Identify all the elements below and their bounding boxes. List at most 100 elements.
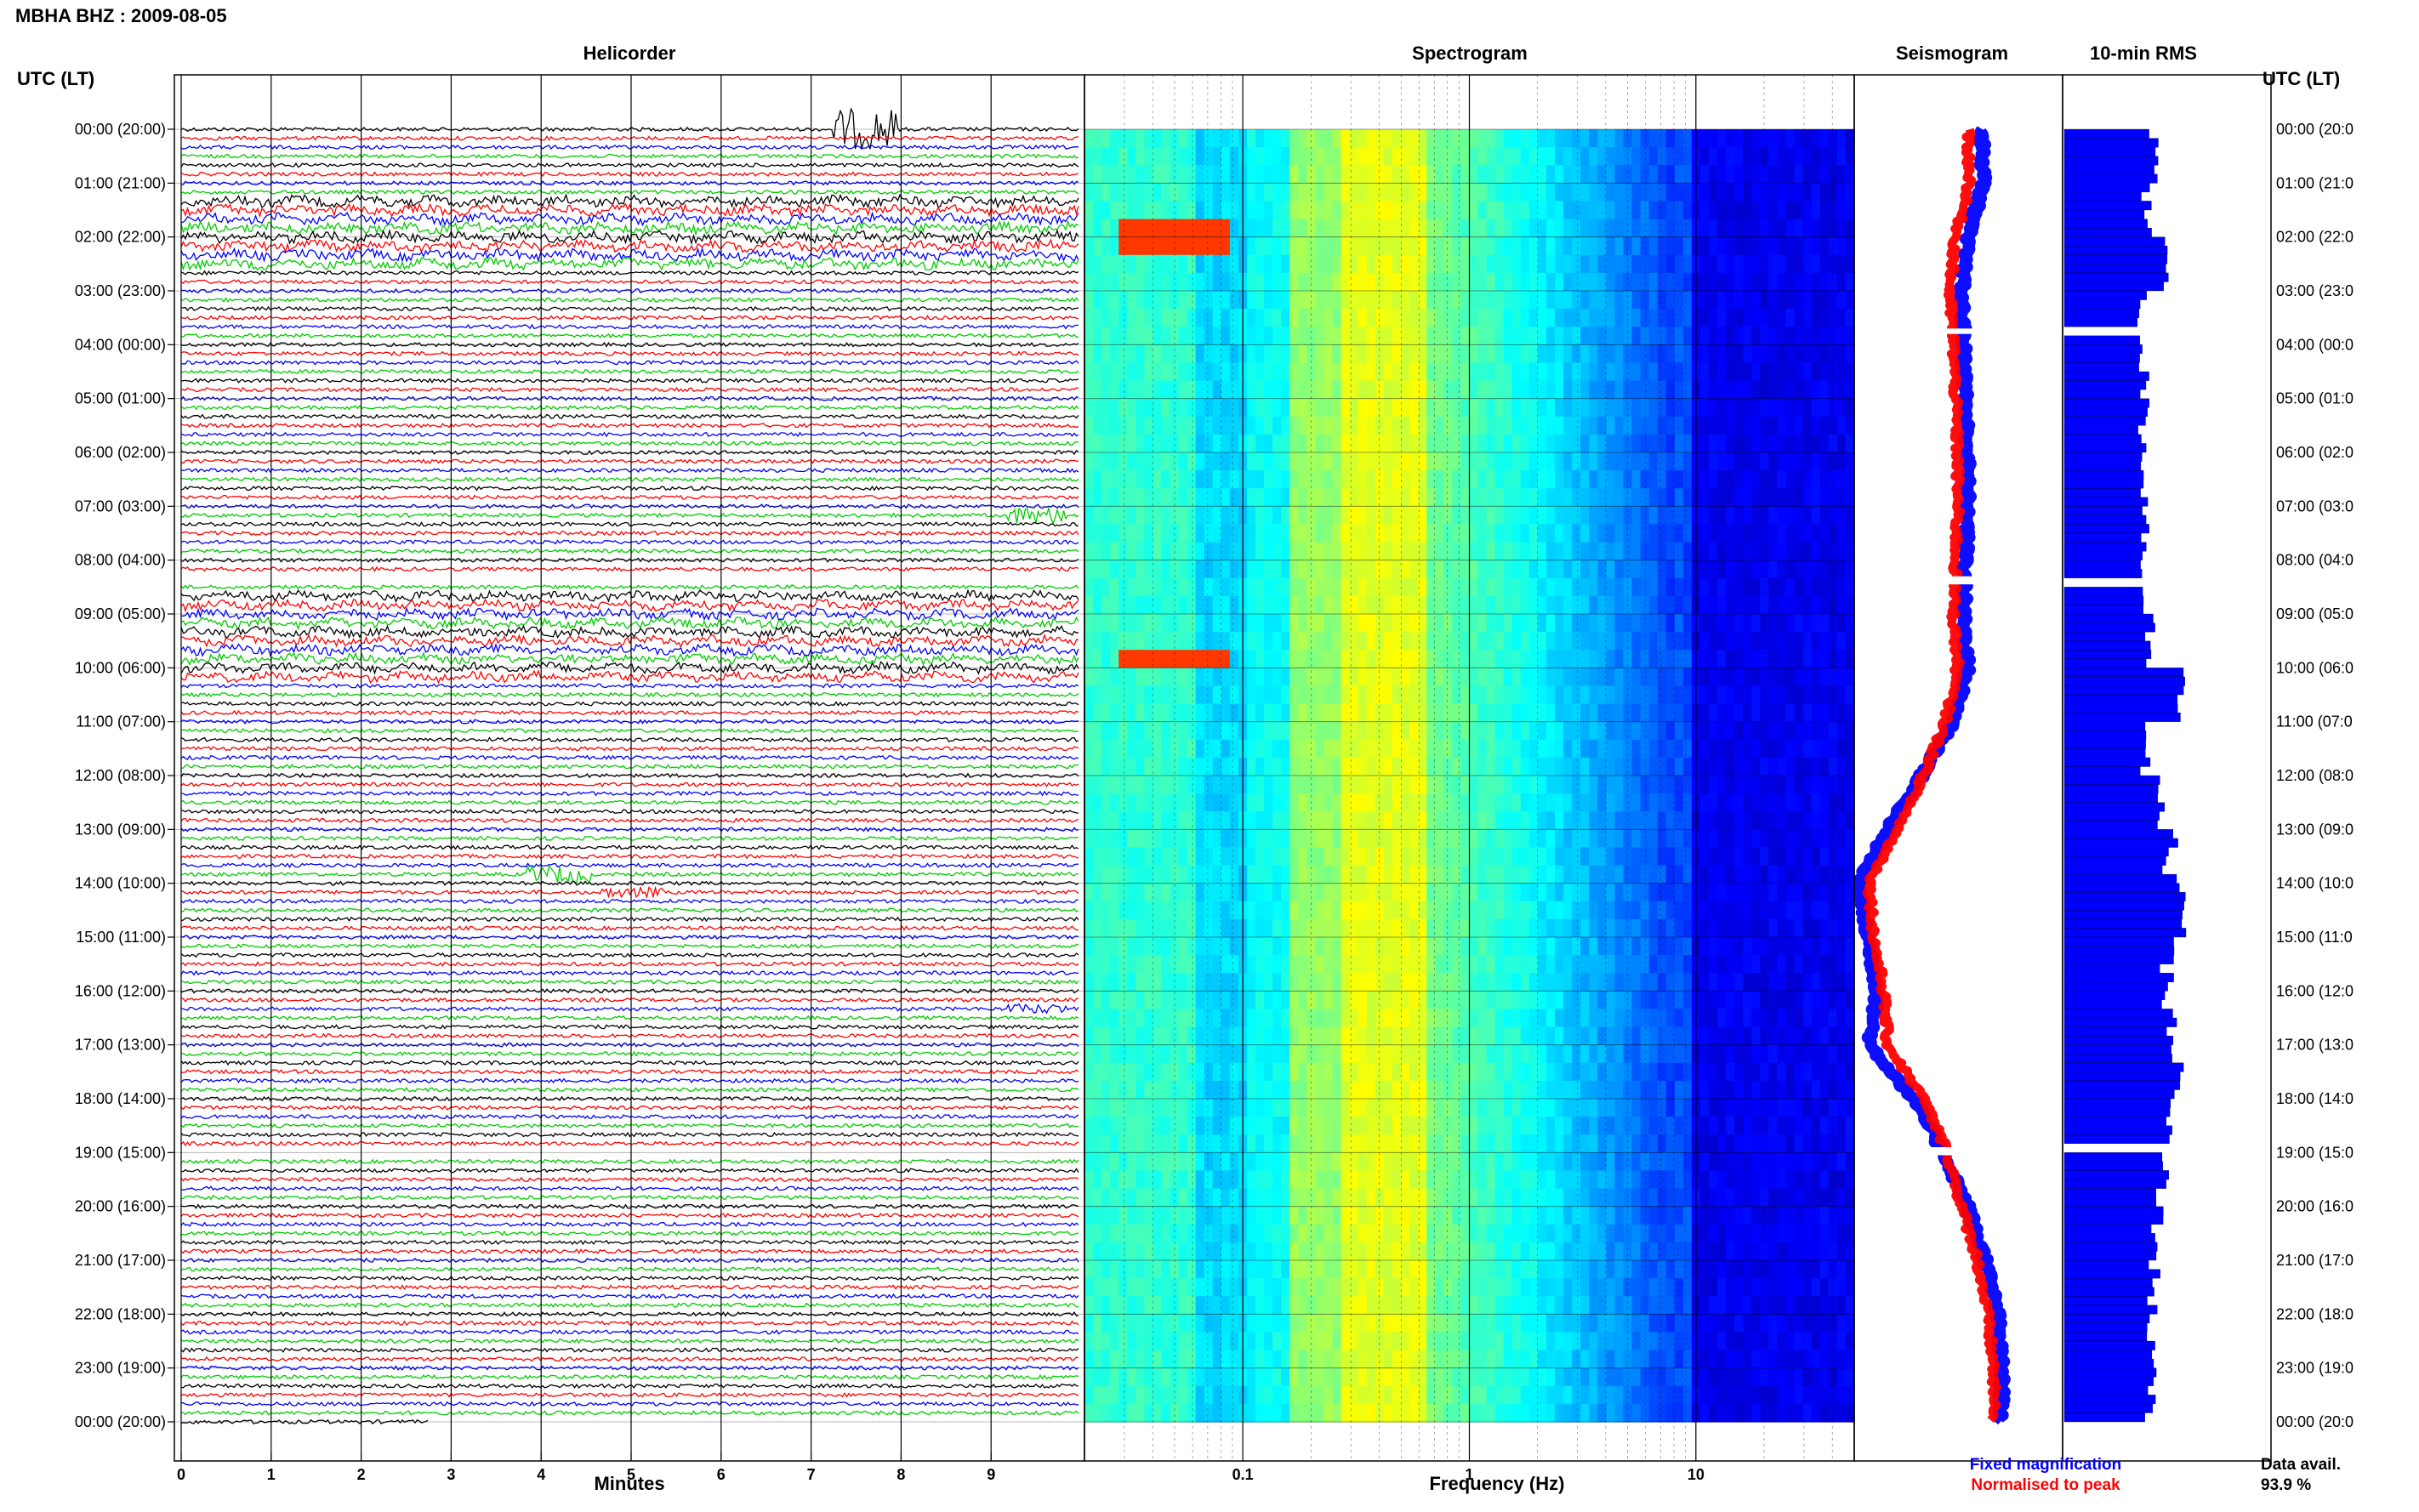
spectrogram-cell (1546, 739, 1556, 759)
spectrogram-cell (1401, 254, 1410, 274)
spectrogram-cell (1426, 219, 1436, 238)
spectrogram-cell (1247, 1062, 1256, 1082)
spectrogram-cell (1093, 1026, 1102, 1046)
spectrogram-cell (1323, 632, 1334, 651)
spectrogram-cell (1272, 560, 1282, 579)
spectrogram-cell (1494, 362, 1505, 382)
spectrogram-cell (1195, 488, 1205, 507)
spectrogram-cell (1623, 165, 1633, 184)
spectrogram-cell (1528, 434, 1539, 453)
spectrogram-cell (1623, 291, 1633, 310)
spectrogram-cell (1221, 776, 1231, 794)
spectrogram-cell (1281, 577, 1290, 597)
spectrogram-cell (1648, 883, 1659, 902)
spectrogram-cell (1349, 380, 1359, 400)
spectrogram-cell (1247, 595, 1256, 615)
spectrogram-cell (1136, 236, 1145, 256)
spectrogram-cell (1101, 327, 1111, 345)
spectrogram-cell (1589, 829, 1598, 848)
spectrogram-cell (1589, 577, 1598, 597)
spectrogram-cell (1289, 973, 1299, 992)
spectrogram-cell (1195, 542, 1205, 561)
spectrogram-cell (1289, 793, 1299, 812)
spectrogram-cell (1366, 1062, 1376, 1082)
spectrogram-cell (1469, 1062, 1479, 1082)
spectrogram-cell (1170, 291, 1180, 310)
spectrogram-cell (1315, 1009, 1325, 1028)
helicorder-trace (180, 862, 1079, 868)
spectrogram-cell (1606, 272, 1616, 292)
spectrogram-cell (1794, 793, 1804, 812)
spectrogram-cell (1794, 614, 1804, 633)
spectrogram-cell (1777, 776, 1787, 794)
spectrogram-cell (1794, 1044, 1804, 1064)
spectrogram-cell (1110, 614, 1119, 633)
spectrogram-cell (1195, 362, 1205, 382)
spectrogram-cell (1153, 1009, 1163, 1028)
spectrogram-cell (1640, 811, 1650, 830)
spectrogram-cell (1819, 901, 1830, 920)
spectrogram-cell (1298, 291, 1308, 310)
spectrogram-cell (1528, 721, 1539, 741)
spectrogram-cell (1520, 668, 1530, 686)
spectrogram-cell (1247, 488, 1256, 507)
spectrogram-cell (1546, 991, 1556, 1009)
spectrogram-cell (1127, 1009, 1136, 1028)
spectrogram-cell (1572, 272, 1581, 292)
spectrogram-cell (1204, 991, 1214, 1009)
spectrogram-cell (1315, 452, 1325, 471)
spectrogram-cell (1306, 918, 1317, 938)
spectrogram-cell (1127, 362, 1136, 382)
spectrogram-cell (1682, 219, 1693, 238)
spectrogram-cell (1520, 1009, 1530, 1028)
spectrogram-cell (1682, 937, 1693, 956)
spectrogram-cell (1435, 327, 1444, 345)
spectrogram-cell (1589, 991, 1598, 1009)
spectrogram-cell (1520, 147, 1530, 166)
spectrogram-cell (1153, 344, 1163, 363)
spectrogram-cell (1221, 165, 1231, 184)
spectrogram-cell (1460, 416, 1471, 435)
spectrogram-cell (1700, 685, 1710, 705)
spectrogram-cell (1640, 685, 1650, 705)
spectrogram-cell (1537, 291, 1547, 310)
spectrogram-cell (1118, 829, 1128, 848)
spectrogram-cell (1247, 829, 1256, 848)
spectrogram-cell (1572, 291, 1581, 310)
spectrogram-cell (1845, 1009, 1855, 1028)
spectrogram-cell (1572, 829, 1581, 848)
spectrogram-cell (1726, 506, 1735, 525)
spectrogram-cell (1118, 811, 1128, 830)
spectrogram-cell (1195, 703, 1205, 723)
spectrogram-cell (1229, 254, 1239, 274)
spectrogram-cell (1101, 955, 1111, 974)
spectrogram-cell (1187, 219, 1197, 238)
spectrogram-cell (1700, 470, 1710, 489)
spectrogram-cell (1281, 506, 1290, 525)
spectrogram-cell (1665, 883, 1676, 902)
spectrogram-cell (1546, 488, 1556, 507)
spectrogram-cell (1298, 362, 1308, 382)
spectrogram-cell (1332, 506, 1342, 525)
spectrogram-cell (1349, 309, 1359, 327)
spectrogram-cell (1597, 757, 1607, 776)
spectrogram-cell (1306, 883, 1317, 902)
spectrogram-cell (1777, 973, 1787, 992)
spectrogram-cell (1614, 506, 1625, 525)
spectrogram-cell (1452, 542, 1462, 561)
spectrogram-cell (1682, 883, 1693, 902)
spectrogram-cell (1306, 901, 1317, 920)
spectrogram-cell (1212, 362, 1222, 382)
spectrogram-cell (1819, 542, 1830, 561)
spectrogram-cell (1469, 362, 1479, 382)
spectrogram-cell (1187, 183, 1197, 202)
spectrogram-cell (1528, 883, 1539, 902)
spectrogram-cell (1204, 470, 1214, 489)
spectrogram-cell (1323, 1044, 1334, 1064)
spectrogram-cell (1794, 955, 1804, 974)
spectrogram-cell (1366, 739, 1376, 759)
spectrogram-cell (1247, 685, 1256, 705)
spectrogram-cell (1743, 1062, 1752, 1082)
spectrogram-cell (1734, 757, 1744, 776)
spectrogram-cell (1537, 272, 1547, 292)
